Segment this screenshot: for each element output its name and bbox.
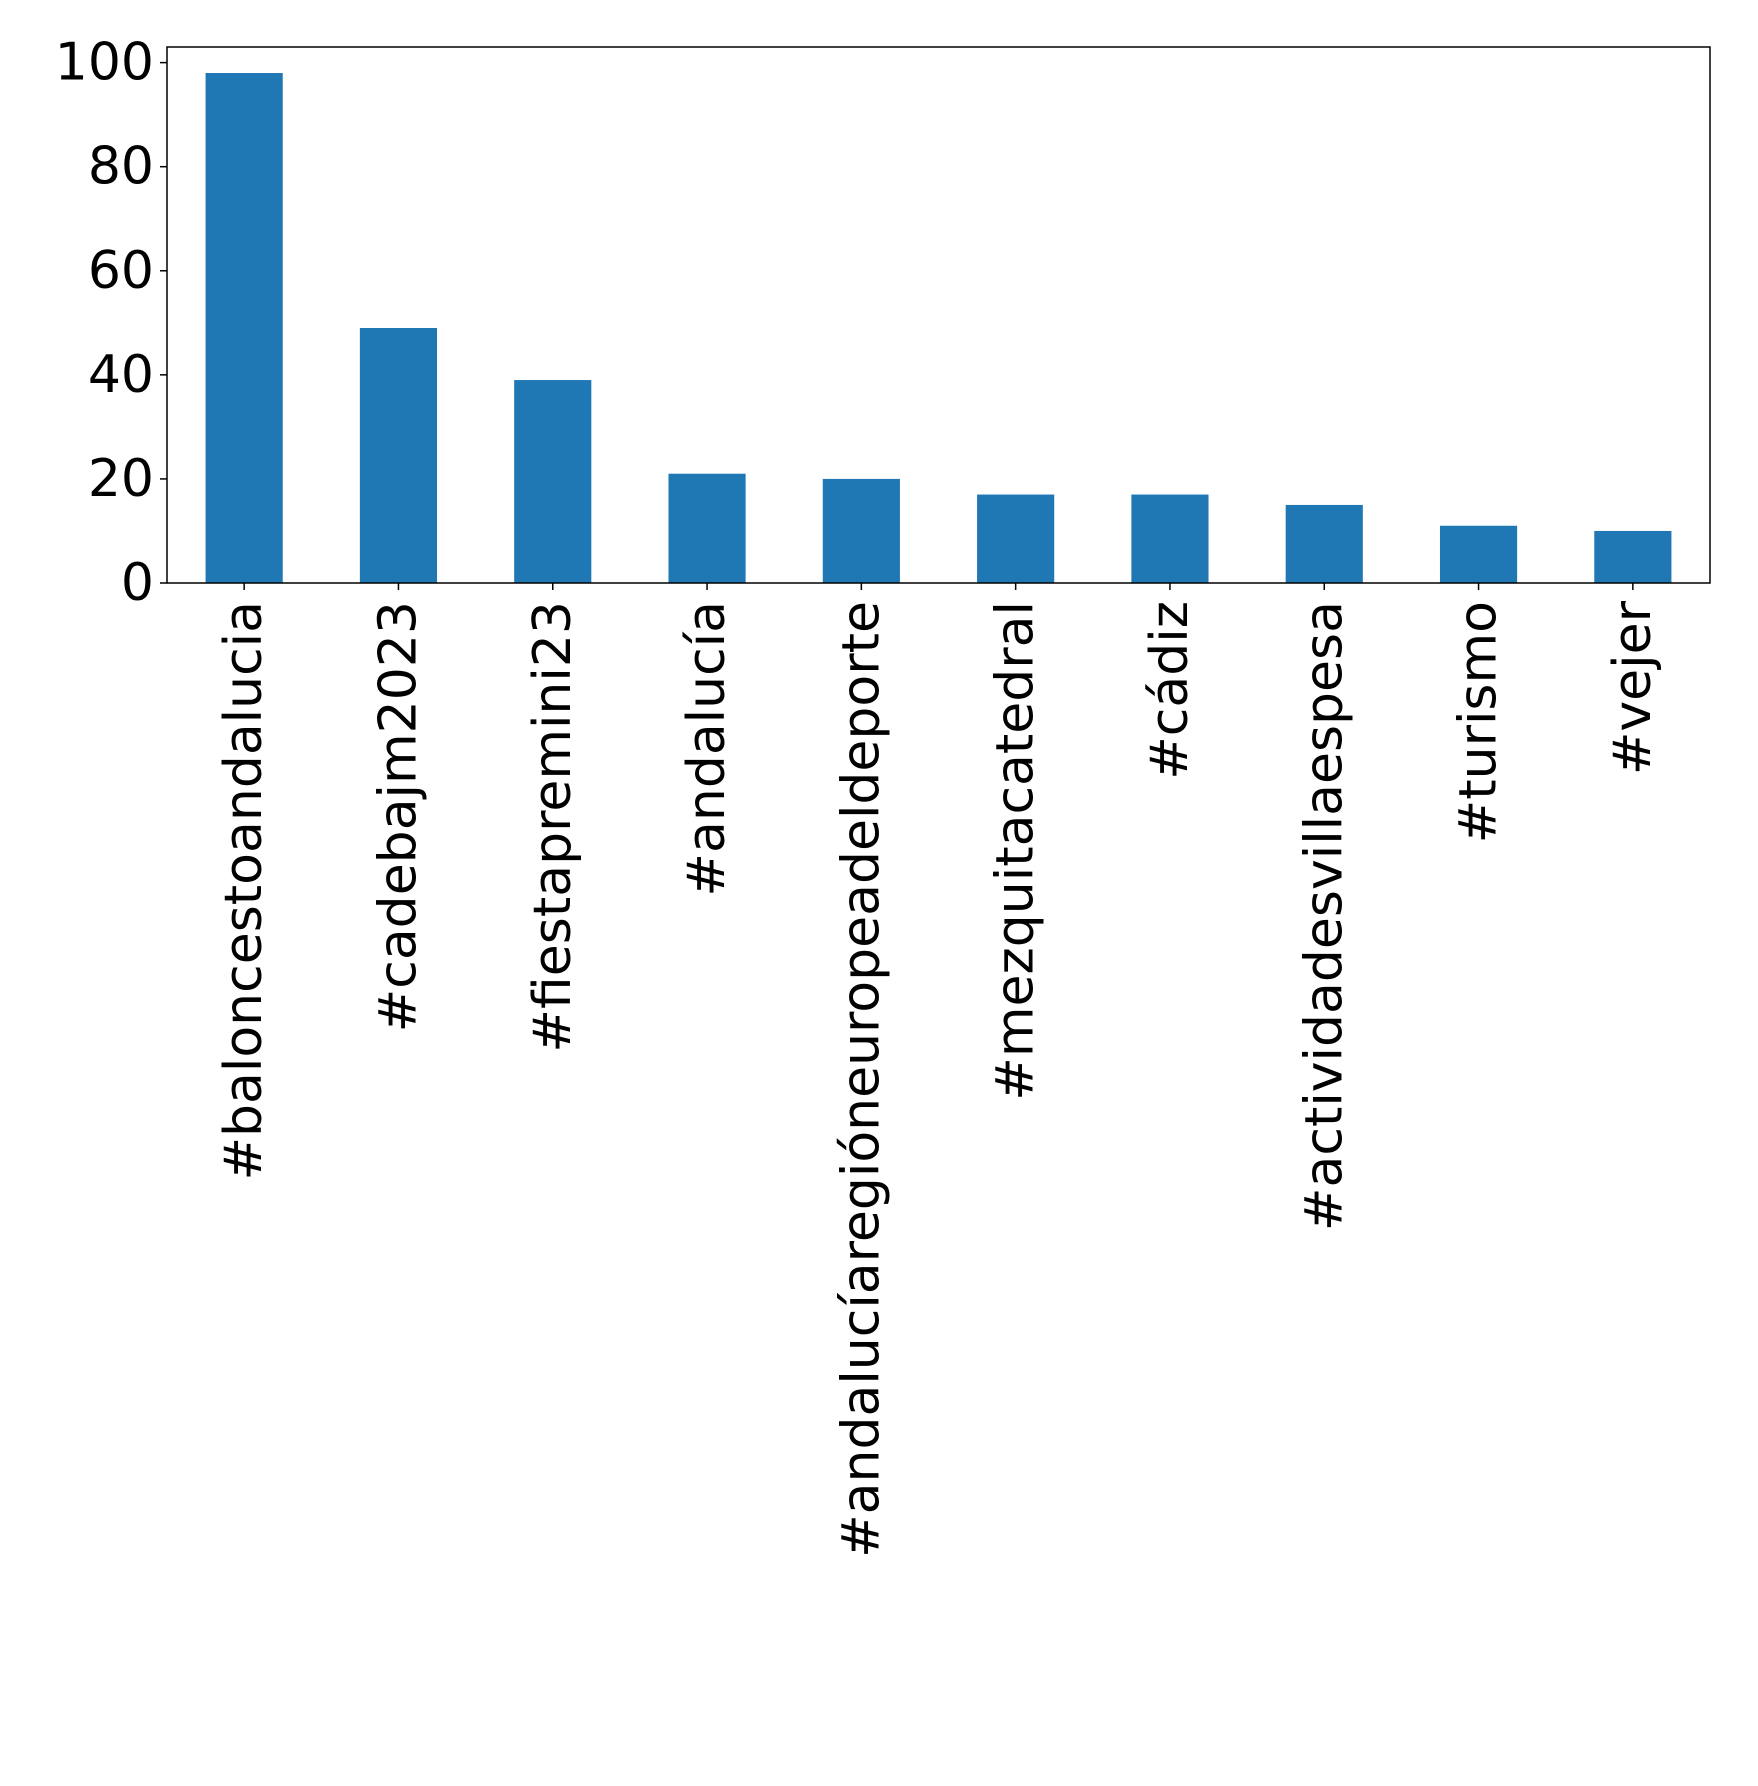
x-tick-label: #actividadesvillaespesa	[1294, 601, 1354, 1231]
x-tick-label: #andalucía	[677, 601, 737, 897]
x-tick-label: #andalucíaregióneuropeadeldeporte	[831, 601, 891, 1558]
bar	[1594, 530, 1672, 583]
y-axis: 0 20 40 60 80 100	[55, 33, 167, 613]
bars-group	[205, 73, 1672, 584]
bar	[205, 73, 283, 584]
x-tick-label: #cádiz	[1140, 601, 1200, 780]
x-tick-label: #turismo	[1449, 601, 1509, 843]
x-tick-label: #vejer	[1603, 600, 1663, 775]
y-tick-label: 80	[88, 137, 154, 197]
bar	[977, 494, 1055, 583]
y-tick-label: 0	[121, 553, 154, 613]
x-tick-label: #mezquitacatedral	[986, 601, 1046, 1101]
plot-frame	[166, 46, 1711, 584]
x-axis: #baloncestoandalucia #cadebajm2023 #fiesta…	[214, 583, 1663, 1558]
bar	[1131, 494, 1209, 583]
bar	[514, 380, 592, 583]
y-tick-label: 40	[88, 345, 154, 405]
bar	[668, 473, 746, 583]
x-tick-label: #fiestapremini23	[523, 601, 583, 1053]
x-tick-label: #cadebajm2023	[368, 601, 428, 1032]
y-tick-label: 100	[55, 33, 154, 93]
x-tick-label: #baloncestoandalucia	[214, 601, 274, 1181]
y-tick-label: 20	[88, 449, 154, 509]
plot-area	[166, 46, 1711, 584]
bar	[1285, 504, 1363, 583]
bar	[359, 328, 438, 583]
bar	[1439, 525, 1518, 583]
bar	[822, 478, 900, 583]
y-tick-label: 60	[88, 241, 154, 301]
